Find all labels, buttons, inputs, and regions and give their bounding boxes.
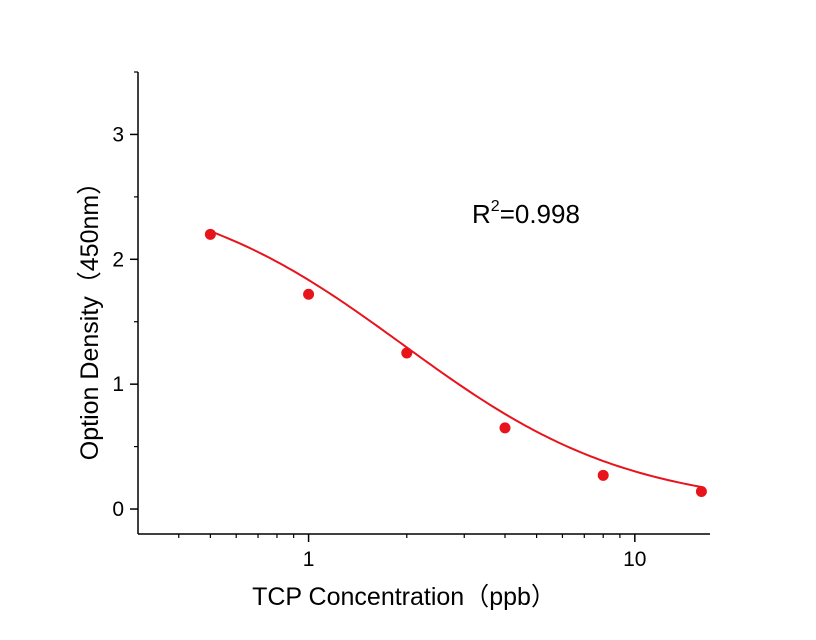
y-tick-label: 0	[112, 498, 124, 521]
y-axis-title: Option Density（450nm）	[76, 170, 104, 460]
x-tick-label: 10	[623, 548, 646, 571]
data-point	[204, 228, 216, 240]
r-squared-value: =0.998	[500, 199, 580, 229]
r-squared-annotation: R2=0.998	[472, 198, 580, 229]
data-point	[401, 347, 413, 359]
x-tick-label: 1	[303, 548, 315, 571]
data-points	[204, 228, 707, 498]
r-squared-base: R	[472, 199, 491, 229]
data-point	[695, 486, 707, 498]
r-squared-superscript: 2	[491, 198, 500, 215]
data-point	[303, 288, 315, 300]
data-point	[499, 422, 511, 434]
ticks: 0 1 2 3 1 10	[112, 71, 646, 571]
fit-curve	[210, 230, 702, 488]
y-tick-label: 1	[112, 373, 124, 396]
axes	[137, 72, 710, 535]
y-tick-label: 3	[112, 123, 124, 146]
data-point	[597, 469, 609, 481]
y-tick-label: 2	[112, 248, 124, 271]
x-axis-title: TCP Concentration（ppb）	[252, 583, 556, 611]
